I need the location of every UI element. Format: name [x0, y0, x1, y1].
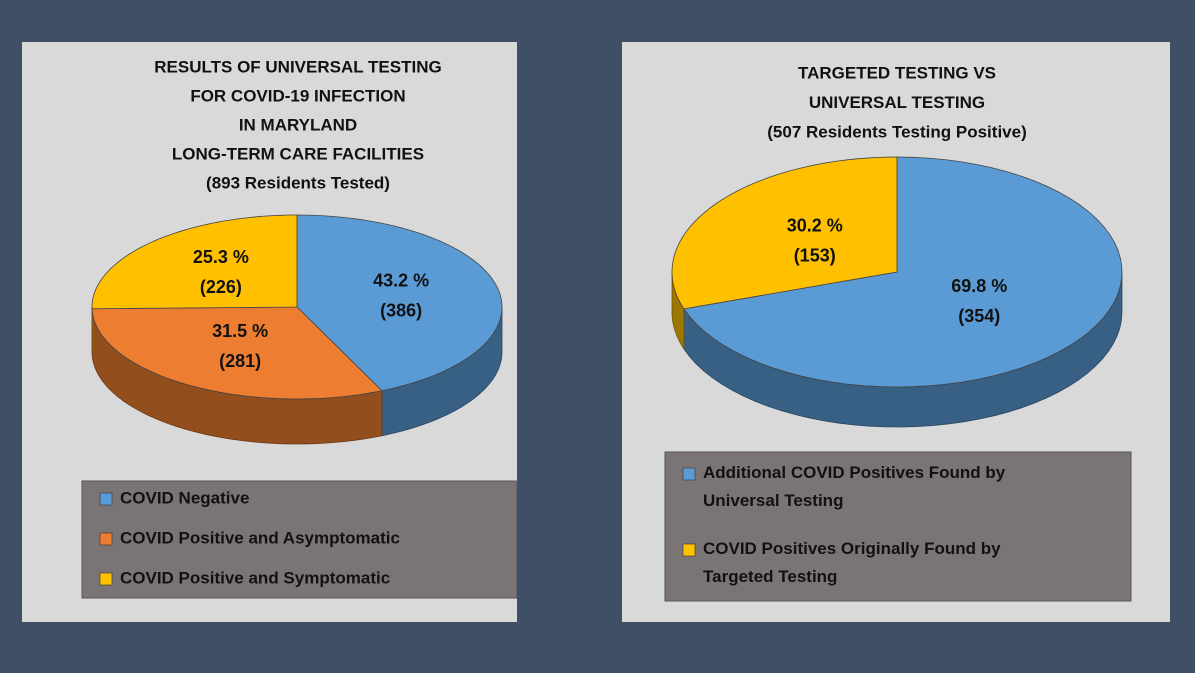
data-label: 43.2 % [373, 271, 429, 291]
legend-swatch [682, 467, 696, 481]
legend-label: COVID Positive and Symptomatic [120, 568, 390, 587]
data-label: 31.5 % [212, 321, 268, 341]
data-label: 25.3 % [193, 247, 249, 267]
slice [683, 156, 1123, 388]
legend-label: COVID Positives Originally Found by Targe… [703, 539, 1001, 586]
chart-title: LONG-TERM CARE FACILITIES [172, 144, 424, 163]
legend-label: COVID Positive and Asymptomatic [120, 528, 400, 547]
chart-subtitle: (893 Residents Tested) [206, 173, 390, 192]
chart-title: TARGETED TESTING VS [798, 63, 996, 82]
data-label: (153) [794, 246, 836, 266]
data-label: 30.2 % [787, 216, 843, 236]
slice [91, 214, 298, 310]
data-label: 69.8 % [951, 276, 1007, 296]
legend-swatch [682, 543, 696, 557]
legend [664, 451, 1132, 602]
legend-swatch [99, 492, 113, 506]
legend-swatch [99, 532, 113, 546]
chart-title: RESULTS OF UNIVERSAL TESTING [154, 57, 441, 76]
slice [91, 306, 383, 400]
chart-title: IN MARYLAND [239, 115, 357, 134]
slice [671, 156, 898, 310]
chart-subtitle: (507 Residents Testing Positive) [767, 122, 1026, 141]
data-label: (386) [380, 301, 422, 321]
slice [296, 214, 503, 392]
legend-label: COVID Negative [120, 488, 249, 507]
data-label: (354) [958, 306, 1000, 326]
legend [81, 480, 518, 599]
data-label: (281) [219, 351, 261, 371]
chart-title: FOR COVID-19 INFECTION [190, 86, 405, 105]
data-label: (226) [200, 277, 242, 297]
legend-label: Additional COVID Positives Found by Unive… [703, 463, 1006, 510]
legend-swatch [99, 572, 113, 586]
chart-title: UNIVERSAL TESTING [809, 93, 985, 112]
